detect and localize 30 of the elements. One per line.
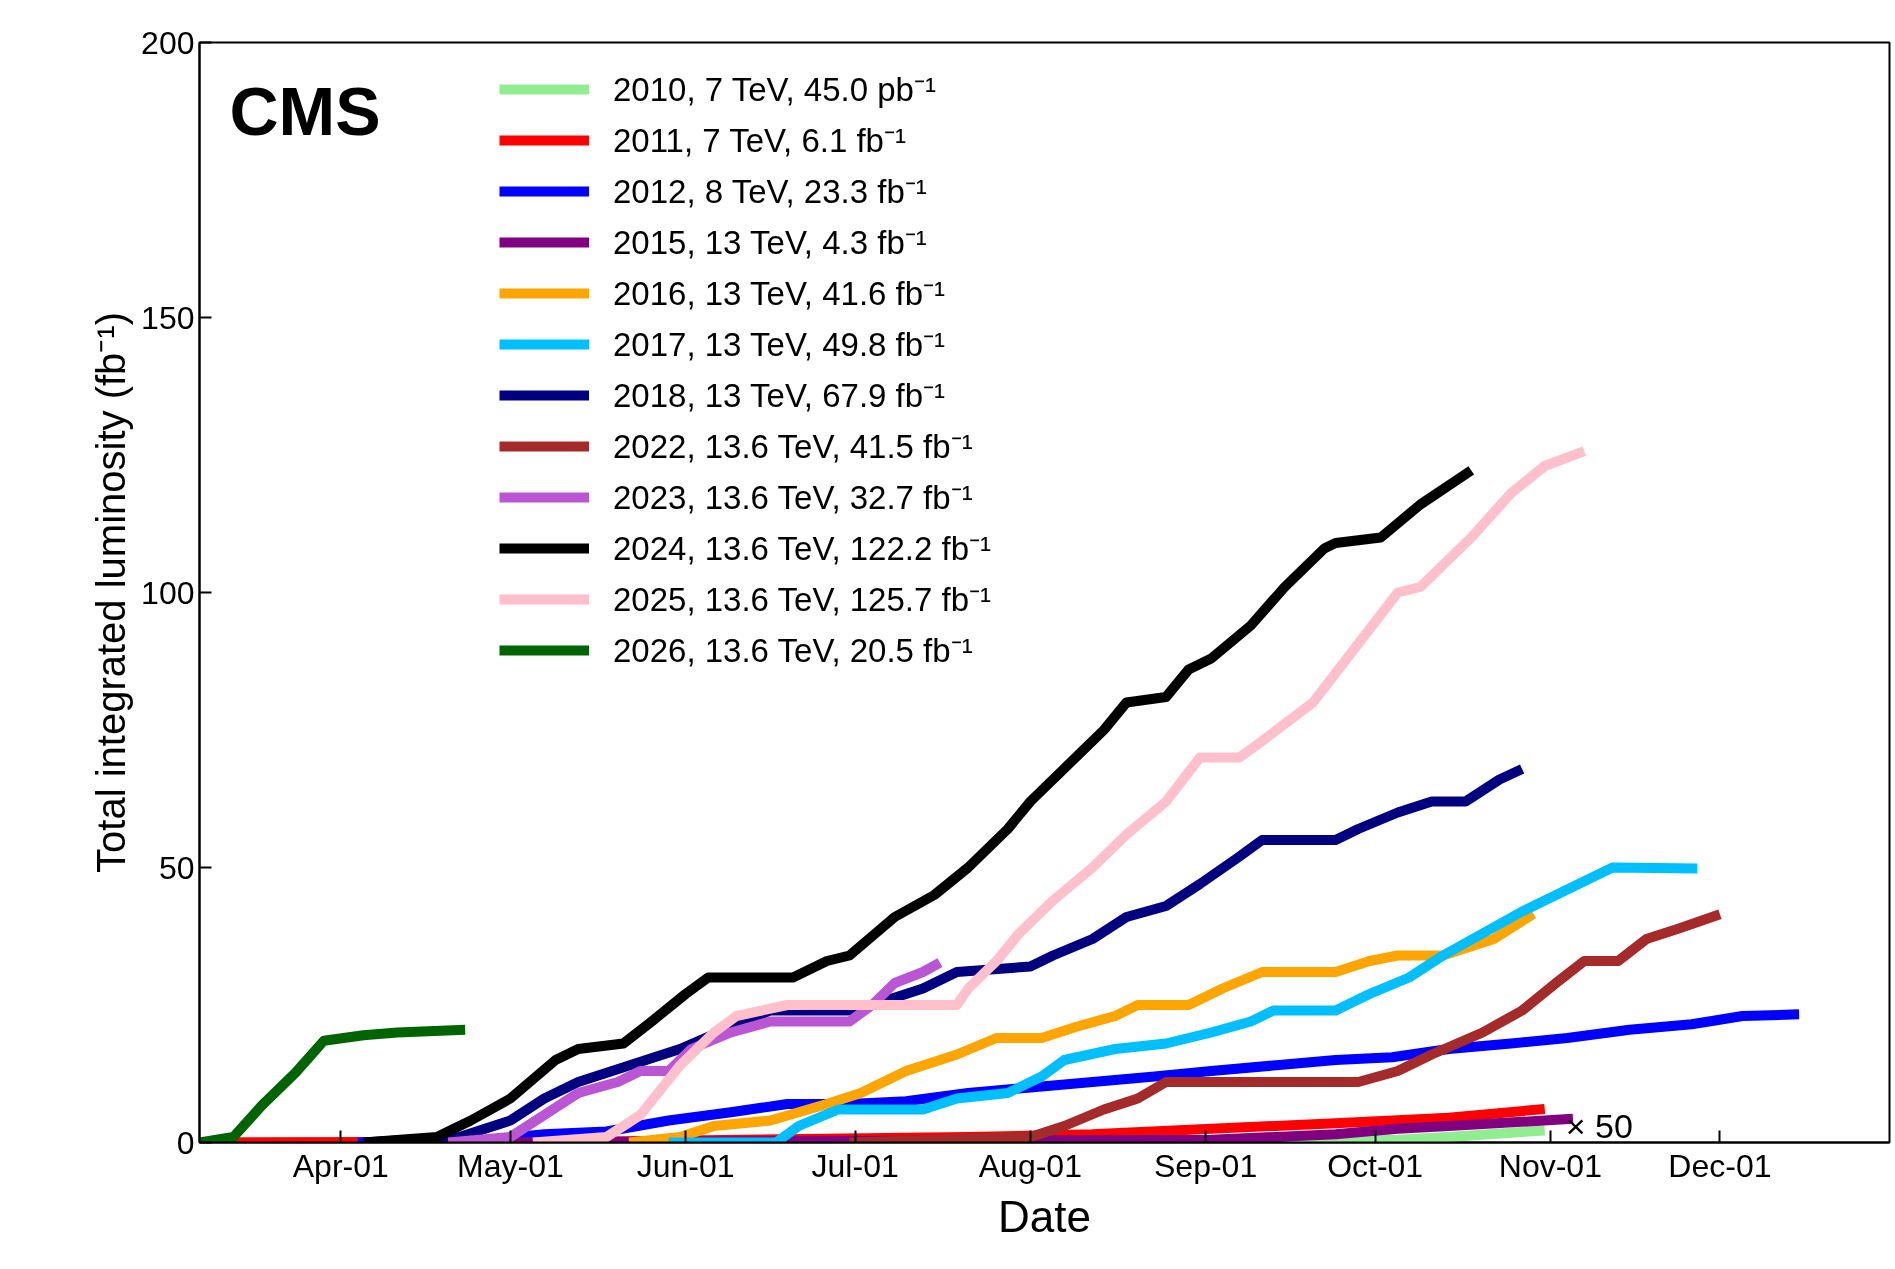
y-tick-label: 150 [141,299,195,336]
legend-label: 2018, 13 TeV, 67.9 fb⁻¹ [613,376,946,416]
y-axis-title: Total integrated luminosity (fb⁻¹) [89,312,134,873]
x-tick-label: Jun-01 [636,1147,735,1184]
y-tick-label: 0 [176,1124,195,1161]
y-tick-label: 200 [141,24,195,61]
x-tick-label: Apr-01 [292,1147,389,1184]
x-tick-label: Aug-01 [978,1147,1082,1184]
x-tick-label: Nov-01 [1498,1147,1602,1184]
legend-label: 2017, 13 TeV, 49.8 fb⁻¹ [613,325,946,365]
annotation: CMS [229,72,381,149]
legend-label: 2022, 13.6 TeV, 41.5 fb⁻¹ [613,427,973,467]
x-tick-label: Sep-01 [1153,1147,1258,1184]
legend-label: 2024, 13.6 TeV, 122.2 fb⁻¹ [613,529,991,569]
legend-label: 2012, 8 TeV, 23.3 fb⁻¹ [613,172,927,212]
legend-label: 2023, 13.6 TeV, 32.7 fb⁻¹ [613,478,973,518]
y-tick-label: 50 [158,849,195,886]
legend-label: 2015, 13 TeV, 4.3 fb⁻¹ [613,223,927,263]
x-axis-title: Date [998,1191,1091,1241]
legend-label: 2010, 7 TeV, 45.0 pb⁻¹ [613,70,936,110]
x-tick-label: Oct-01 [1327,1147,1424,1184]
annotation: × 50 [1565,1107,1633,1145]
x-tick-label: May-01 [457,1147,564,1184]
legend-label: 2011, 7 TeV, 6.1 fb⁻¹ [613,121,906,161]
legend-label: 2016, 13 TeV, 41.6 fb⁻¹ [613,274,946,314]
legend-label: 2026, 13.6 TeV, 20.5 fb⁻¹ [613,631,973,671]
legend-label: 2025, 13.6 TeV, 125.7 fb⁻¹ [613,580,991,620]
x-tick-label: Jul-01 [811,1147,899,1184]
x-tick-label: Dec-01 [1668,1147,1772,1184]
y-tick-label: 100 [141,574,195,611]
